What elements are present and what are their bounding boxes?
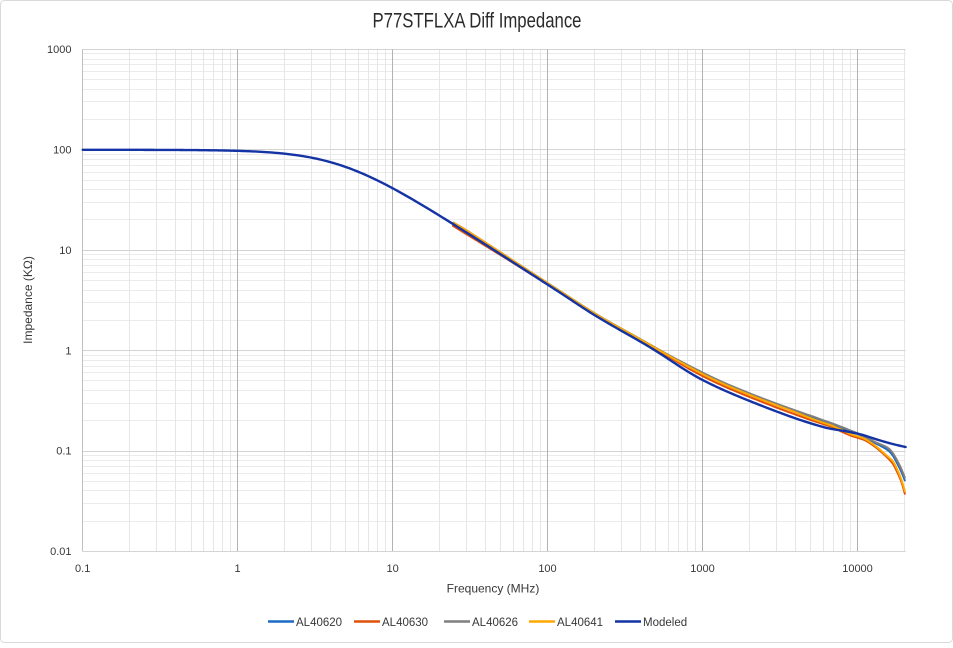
svg-text:10000: 10000 <box>842 563 873 575</box>
svg-text:AL40626: AL40626 <box>472 617 518 629</box>
svg-text:Modeled: Modeled <box>643 617 687 629</box>
svg-text:10: 10 <box>59 245 71 257</box>
svg-text:100: 100 <box>53 145 71 157</box>
svg-text:1: 1 <box>65 345 71 357</box>
svg-text:1000: 1000 <box>47 44 71 56</box>
svg-text:AL40620: AL40620 <box>296 617 342 629</box>
svg-text:10: 10 <box>386 563 398 575</box>
svg-text:0.1: 0.1 <box>75 563 90 575</box>
svg-text:P77STFLXA Diff Impedance: P77STFLXA Diff Impedance <box>373 10 582 33</box>
svg-text:0.1: 0.1 <box>56 446 71 458</box>
svg-text:1000: 1000 <box>690 563 714 575</box>
svg-text:Impedance (KΩ): Impedance (KΩ) <box>21 256 35 344</box>
svg-text:AL40630: AL40630 <box>382 617 428 629</box>
svg-text:100: 100 <box>538 563 556 575</box>
svg-text:1: 1 <box>235 563 241 575</box>
svg-text:AL40641: AL40641 <box>557 617 603 629</box>
svg-text:0.01: 0.01 <box>50 546 71 558</box>
svg-text:Frequency (MHz): Frequency (MHz) <box>447 582 540 596</box>
